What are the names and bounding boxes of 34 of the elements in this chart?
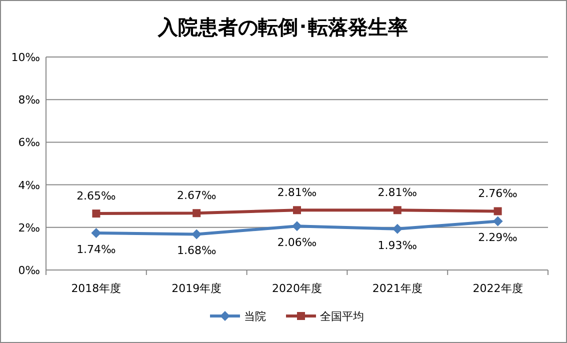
- point: [492, 216, 503, 226]
- point: [393, 206, 402, 214]
- data-label: 2.65‰: [76, 190, 116, 203]
- data-label: 2.81‰: [378, 186, 418, 200]
- data-label: 1.68‰: [176, 244, 216, 258]
- chart-title: 入院患者の転倒･転落発生率: [157, 15, 408, 39]
- data-label: 2.29‰: [478, 231, 518, 244]
- point: [92, 210, 100, 218]
- data-label: 2.67‰: [176, 189, 216, 202]
- x-tick-label: 2022年度: [472, 282, 523, 295]
- legend-label: 当院: [244, 310, 266, 323]
- point: [192, 229, 202, 240]
- point: [293, 206, 301, 214]
- data-label: 1.93‰: [378, 238, 418, 252]
- data-label: 2.81‰: [277, 186, 317, 200]
- point: [494, 207, 502, 216]
- y-tick-label: 4‰: [18, 178, 40, 192]
- x-tick-label: 2019年度: [172, 282, 222, 295]
- point: [292, 221, 302, 232]
- y-tick-label: 2‰: [18, 221, 40, 234]
- data-label: 1.74‰: [76, 242, 116, 256]
- point: [392, 224, 402, 234]
- legend-label: 全国平均: [320, 310, 364, 323]
- y-tick-label: 6‰: [18, 136, 40, 150]
- x-tick-label: 2021年度: [372, 282, 422, 295]
- point: [192, 209, 201, 218]
- y-tick-label: 0‰: [18, 264, 40, 277]
- x-tick-label: 2018年度: [71, 282, 122, 295]
- y-tick-label: 8‰: [18, 94, 40, 107]
- x-tick-label: 2020年度: [272, 282, 322, 295]
- point: [91, 228, 102, 238]
- data-label: 2.76‰: [478, 187, 518, 200]
- data-label: 2.06‰: [277, 236, 317, 250]
- y-tick-label: 10‰: [11, 51, 40, 64]
